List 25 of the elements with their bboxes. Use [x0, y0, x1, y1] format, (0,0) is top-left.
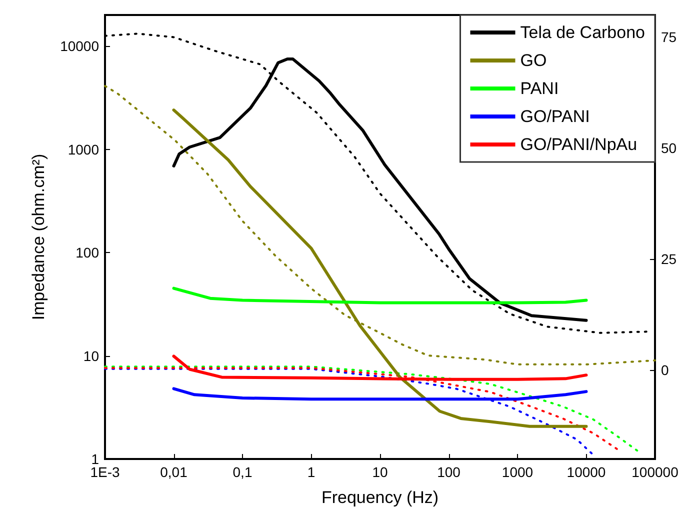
legend-label: GO [520, 51, 547, 70]
legend-label: GO/PANI/NpAu [520, 135, 638, 154]
y-tick-label: 10000 [60, 38, 100, 54]
y-axis-title: Impedance (ohm.cm²) [29, 154, 48, 320]
legend-label: Tela de Carbono [520, 23, 646, 42]
x-tick-label: 100000 [632, 464, 679, 480]
y-tick-label: 1000 [68, 141, 100, 158]
x-tick-label: 0,1 [232, 464, 252, 480]
y2-tick-label: 25 [661, 251, 677, 268]
y2-tick-label: 0 [661, 362, 669, 378]
x-axis-title: Frequency (Hz) [321, 488, 439, 507]
y2-tick-label: 75 [661, 29, 677, 46]
legend-label: GO/PANI [520, 107, 590, 126]
x-tick-label: 1E-3 [90, 464, 120, 480]
x-tick-label: 1 [307, 464, 316, 480]
x-tick-label: 1000 [502, 464, 534, 480]
x-tick-label: 0,01 [160, 464, 188, 480]
y-tick-label: 10 [83, 348, 100, 364]
y-tick-label: 1 [91, 451, 100, 467]
x-tick-label: 10000 [566, 464, 606, 480]
y2-tick-label: 50 [661, 140, 677, 156]
y-tick-label: 100 [76, 244, 100, 261]
legend-label: PANI [520, 79, 559, 98]
x-tick-label: 100 [437, 464, 461, 480]
x-tick-label: 10 [372, 464, 388, 480]
